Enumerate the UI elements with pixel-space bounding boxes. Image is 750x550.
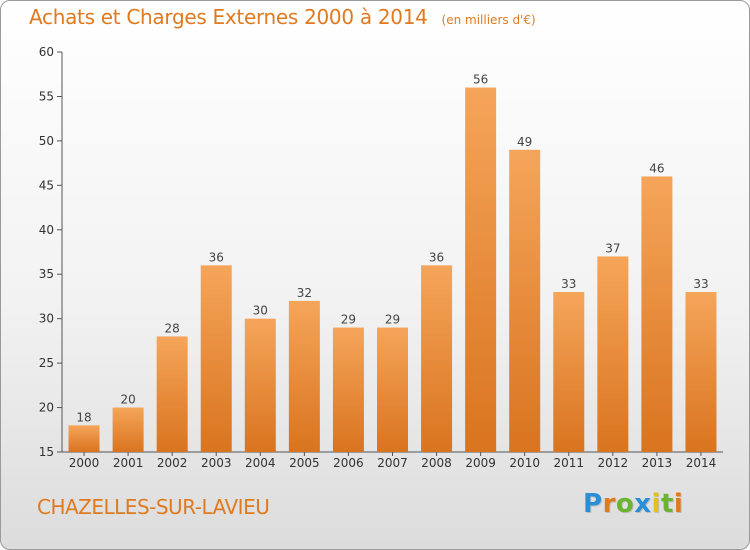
data-label: 28	[165, 321, 180, 335]
x-tick-label: 2011	[553, 456, 584, 470]
logo-letter: i	[651, 489, 661, 519]
x-tick-label: 2002	[157, 456, 188, 470]
y-tick-label: 35	[39, 267, 54, 281]
logo-letter: i	[673, 489, 684, 519]
bar	[597, 256, 629, 452]
x-tick-label: 2000	[69, 456, 100, 470]
bar	[465, 87, 497, 453]
data-label: 33	[693, 277, 708, 291]
logo-letter: P	[583, 489, 603, 519]
x-tick-label: 2013	[642, 456, 673, 470]
y-tick-label: 20	[39, 401, 54, 415]
bar	[288, 300, 320, 452]
logo-letter: o	[615, 489, 635, 519]
chart-title: Achats et Charges Externes 2000 à 2014	[29, 5, 428, 29]
bar	[244, 318, 276, 452]
data-label: 37	[605, 241, 620, 255]
bar	[509, 149, 541, 452]
chart-bars	[68, 87, 717, 453]
data-label: 33	[561, 277, 576, 291]
data-label: 36	[209, 250, 224, 264]
bar	[553, 292, 585, 452]
data-label: 30	[253, 304, 268, 318]
x-tick-label: 2006	[333, 456, 364, 470]
y-tick-label: 25	[39, 356, 54, 370]
data-label: 36	[429, 250, 444, 264]
y-tick-label: 50	[39, 134, 54, 148]
bar	[112, 407, 144, 452]
data-label: 32	[297, 286, 312, 300]
x-tick-label: 2001	[113, 456, 144, 470]
x-tick-label: 2009	[465, 456, 496, 470]
place-name: CHAZELLES-SUR-LAVIEU	[37, 495, 270, 519]
chart-labels: 2000 18 2001 20 2002 28 2003 36 2004 30 2005 32 2006…	[69, 73, 716, 470]
x-tick-label: 2004	[245, 456, 276, 470]
bar	[377, 327, 408, 452]
chart-subtitle: (en milliers d'€)	[441, 13, 536, 27]
logo-letter: x	[634, 489, 652, 519]
y-tick-label: 15	[39, 445, 54, 459]
data-label: 18	[76, 410, 91, 424]
bar	[641, 176, 673, 452]
data-label: 29	[385, 313, 400, 327]
data-label: 49	[517, 135, 532, 149]
data-label: 56	[473, 73, 488, 87]
x-tick-label: 2010	[509, 456, 540, 470]
y-tick-label: 60	[39, 45, 54, 59]
chart-axes: 15 20 25 30 35 40 45 50 55 60	[39, 45, 723, 459]
x-tick-label: 2005	[289, 456, 320, 470]
y-tick-label: 40	[39, 223, 54, 237]
y-tick-label: 30	[39, 312, 54, 326]
bar	[332, 327, 364, 452]
x-tick-label: 2007	[377, 456, 408, 470]
bar	[200, 265, 232, 452]
bar	[421, 265, 453, 452]
y-tick-label: 45	[39, 178, 54, 192]
logo-letter: r	[602, 489, 616, 519]
data-label: 46	[649, 161, 664, 175]
x-tick-label: 2003	[201, 456, 232, 470]
data-label: 20	[120, 393, 135, 407]
proxiti-logo[interactable]: Proxiti	[583, 489, 683, 519]
bar	[156, 336, 188, 452]
logo-letter: t	[660, 489, 674, 519]
bar	[685, 292, 717, 452]
data-label: 29	[341, 313, 356, 327]
y-tick-label: 55	[39, 89, 54, 103]
x-tick-label: 2008	[421, 456, 452, 470]
x-tick-label: 2014	[686, 456, 717, 470]
title-row: Achats et Charges Externes 2000 à 2014 (…	[29, 5, 536, 29]
bar	[68, 425, 100, 452]
x-tick-label: 2012	[598, 456, 629, 470]
